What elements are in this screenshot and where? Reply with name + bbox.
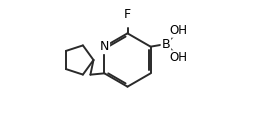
Text: B: B	[162, 37, 170, 51]
Text: OH: OH	[170, 51, 188, 64]
Text: F: F	[124, 8, 131, 21]
Text: OH: OH	[170, 24, 188, 37]
Text: N: N	[100, 40, 109, 53]
